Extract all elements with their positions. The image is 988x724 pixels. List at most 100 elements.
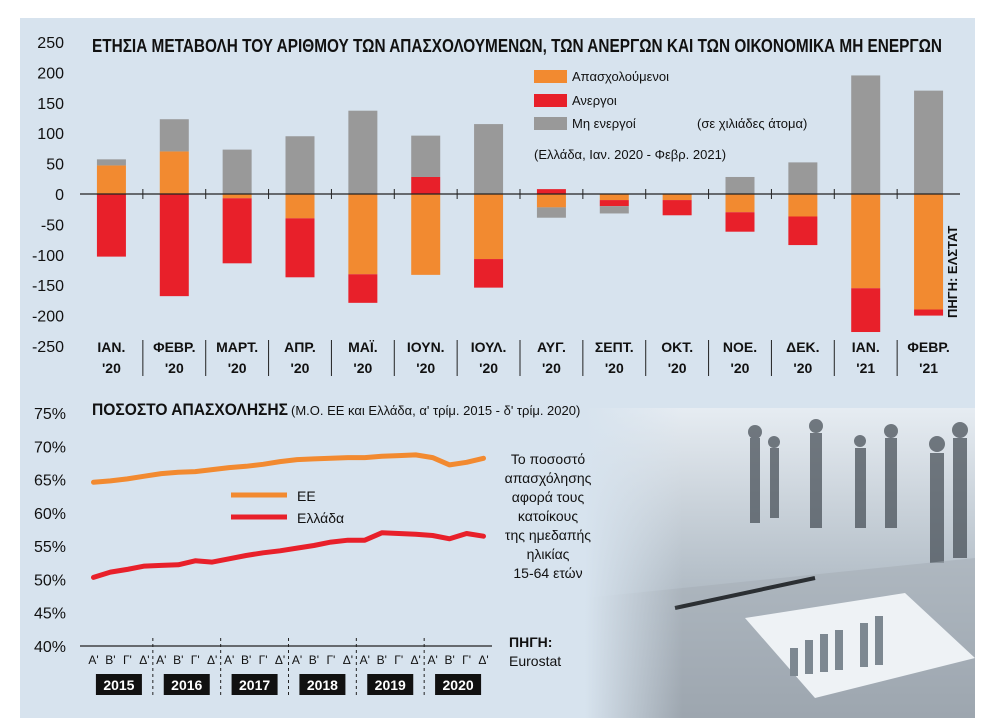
x-year-label: '20: [416, 360, 435, 376]
bar-source: ΠΗΓΗ: ΕΛΣΤΑΤ: [945, 226, 960, 318]
bar-segment: [536, 194, 566, 208]
legend-label-unemployed: Ανεργοι: [572, 93, 617, 108]
bar-segment: [914, 90, 944, 194]
unit-note: (σε χιλιάδες άτομα): [697, 116, 807, 131]
note-line-4: κατοίκους: [518, 508, 578, 524]
bar-segment: [222, 194, 252, 199]
bar-segment: [348, 274, 378, 303]
x-year-label: '20: [353, 360, 372, 376]
legend-swatch-inactive: [534, 117, 567, 130]
legend-swatch-unemployed: [534, 94, 567, 107]
bar-segment: [599, 206, 629, 214]
x-month-label: ΙΟΥΝ.: [407, 339, 445, 355]
bar-x-axis: ΙΑΝ. '20 ΦΕΒΡ. '20 ΜΑΡΤ. '20 ΑΠΡ. '20 ΜΑΪ. '20 ΙΟΥ…: [97, 339, 949, 376]
line-chart-title: ΠΟΣΟΣΤΟ ΑΠΑΣΧΟΛΗΣΗΣ: [92, 400, 288, 419]
bar-segment: [411, 176, 441, 194]
bar-series: [96, 75, 944, 333]
x-quarter-label: Γ': [259, 653, 268, 667]
x-month-label: ΙΑΝ.: [852, 339, 880, 355]
note-line-7: 15-64 ετών: [513, 565, 582, 581]
x-quarter-label: Δ': [207, 653, 217, 667]
line-x-axis: Α' Β' Γ' Δ' Α' Β' Γ' Δ' Α' Β' Γ' Δ' Α' Β' Γ' Δ' Α' Β' Γ' Δ'…: [88, 638, 489, 697]
bar-segment: [411, 194, 441, 275]
y-tick-label: 65%: [34, 473, 66, 490]
x-quarter-label: Β': [444, 653, 454, 667]
y-tick-label: -200: [32, 309, 64, 326]
bar-segment: [474, 124, 504, 194]
year-box: [163, 674, 210, 695]
x-quarter-label: Γ': [191, 653, 200, 667]
y-tick-label: 55%: [34, 539, 66, 556]
period-note: (Ελλάδα, Ιαν. 2020 - Φεβρ. 2021): [534, 147, 726, 162]
y-tick-label: -50: [41, 217, 64, 234]
x-quarter-label: Α': [156, 653, 166, 667]
bar-segment: [788, 216, 818, 246]
bar-y-axis: 250 200 150 100 50 0 -50 -100 -150 -200 -250: [32, 35, 64, 356]
note-line-2: απασχόλησης: [505, 470, 592, 486]
bar-segment: [474, 259, 504, 288]
bar-segment: [536, 189, 566, 194]
note-line-6: ηλικίας: [527, 546, 570, 562]
x-year-label: '20: [291, 360, 310, 376]
legend-label-eu: ΕΕ: [297, 488, 316, 504]
x-quarter-label: Γ': [326, 653, 335, 667]
bar-segment: [536, 207, 566, 218]
x-quarter-label: Δ': [139, 653, 149, 667]
legend-label-inactive: Μη ενεργοί: [572, 116, 636, 131]
x-quarter-label: Β': [309, 653, 319, 667]
y-tick-label: 60%: [34, 506, 66, 523]
bar-category-dividers: [142, 189, 898, 376]
x-year-label: '20: [731, 360, 750, 376]
bar-segment: [914, 194, 944, 310]
office-photo: [585, 408, 975, 718]
x-quarter-label: Α': [88, 653, 98, 667]
x-year-label: '20: [605, 360, 624, 376]
x-year-label: '20: [165, 360, 184, 376]
note-line-3: αφορά τους: [512, 489, 585, 505]
x-quarter-label: Δ': [343, 653, 353, 667]
greece-line: [91, 530, 486, 580]
x-year-label: 2015: [103, 677, 134, 693]
x-quarter-label: Β': [241, 653, 251, 667]
x-month-label: ΝΟΕ.: [723, 339, 757, 355]
x-quarter-label: Γ': [462, 653, 471, 667]
bar-segment: [285, 194, 315, 219]
y-tick-label: 100: [37, 126, 64, 143]
bar-segment: [851, 194, 881, 289]
x-year-label: 2016: [171, 677, 202, 693]
x-quarter-label: Β': [173, 653, 183, 667]
bar-segment: [599, 194, 629, 201]
bar-segment: [851, 75, 881, 194]
x-year-label: '21: [856, 360, 875, 376]
employment-note: Το ποσοστό απασχόλησης αφορά τους κατοίκ…: [505, 451, 592, 581]
x-year-label: '20: [479, 360, 498, 376]
legend-swatch-employed: [534, 70, 567, 83]
year-box: [231, 674, 278, 695]
bar-segment: [725, 194, 755, 213]
line-series: [91, 452, 486, 580]
y-tick-label: 150: [37, 96, 64, 113]
x-month-label: ΦΕΒΡ.: [153, 339, 195, 355]
bar-segment: [599, 200, 629, 207]
year-box: [299, 674, 346, 695]
bar-segment: [159, 151, 189, 194]
x-quarter-label: Δ': [275, 653, 285, 667]
bar-segment: [222, 198, 252, 264]
bar-segment: [96, 165, 126, 194]
year-box: [95, 674, 142, 695]
x-month-label: ΦΕΒΡ.: [907, 339, 949, 355]
x-year-label: 2017: [239, 677, 270, 693]
bar-segment: [788, 194, 818, 217]
bar-segment: [348, 194, 378, 275]
y-tick-label: 50: [46, 157, 64, 174]
y-tick-label: 200: [37, 65, 64, 82]
line-y-axis: 75% 70% 65% 60% 55% 50% 45% 40%: [34, 406, 66, 656]
bar-segment: [411, 135, 441, 177]
bar-segment: [96, 159, 126, 166]
year-box: [367, 674, 414, 695]
x-month-label: ΙΑΝ.: [97, 339, 125, 355]
x-year-label: '21: [919, 360, 938, 376]
line-legend: ΕΕ Ελλάδα: [231, 488, 344, 526]
x-month-label: ΑΠΡ.: [284, 339, 316, 355]
